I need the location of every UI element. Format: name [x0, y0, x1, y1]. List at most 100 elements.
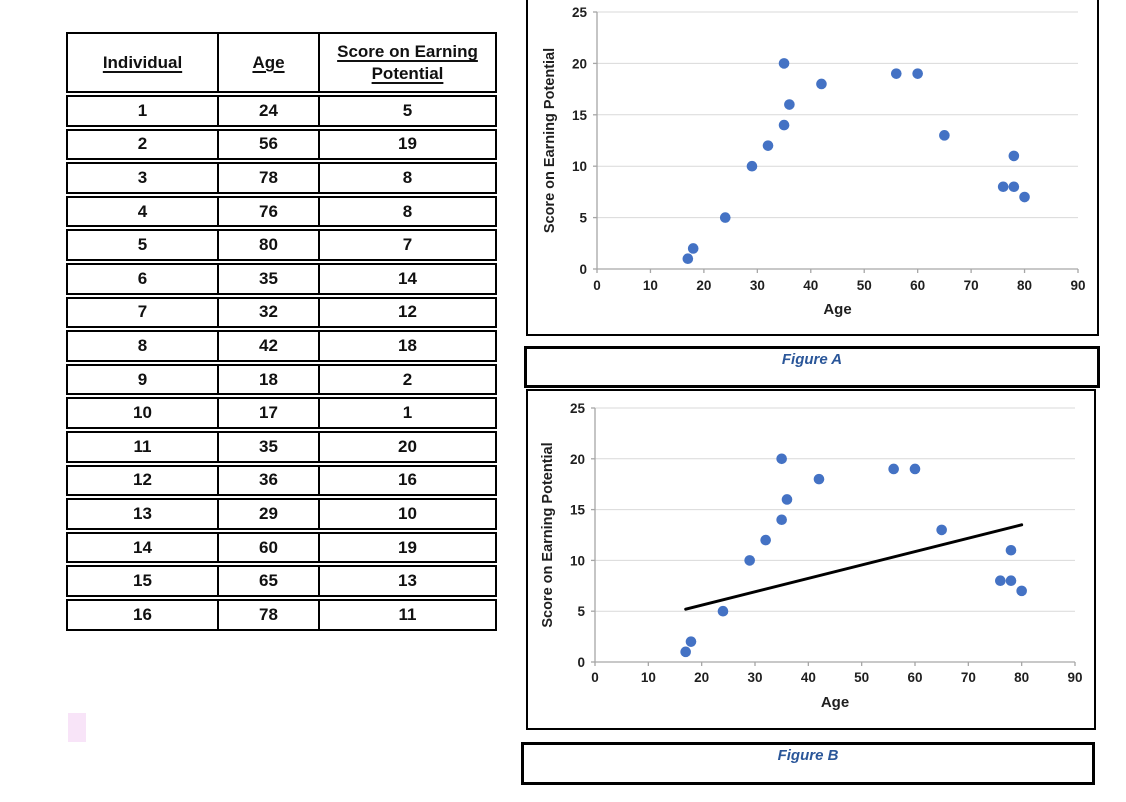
data-point — [685, 636, 697, 647]
y-axis-tick-label: 10 — [570, 553, 585, 568]
table-cell: 9 — [66, 363, 217, 396]
x-axis-tick-label: 10 — [643, 278, 658, 293]
table-cell: 14 — [66, 531, 217, 564]
table-cell: 14 — [318, 262, 497, 295]
data-point — [890, 68, 902, 79]
y-axis-tick-label: 0 — [579, 262, 587, 277]
x-axis-tick-label: 50 — [854, 670, 869, 685]
table-cell: 7 — [318, 229, 497, 261]
table-cell: 5 — [318, 95, 497, 127]
data-point — [776, 453, 787, 465]
table-cell: 10 — [66, 397, 217, 429]
column-header-individual: Individual — [66, 32, 217, 93]
x-axis-tick-label: 70 — [964, 278, 979, 293]
x-axis-tick-label: 60 — [907, 670, 922, 685]
table-cell: 1 — [66, 95, 217, 127]
data-point — [936, 524, 947, 536]
table-cell: 16 — [318, 464, 497, 497]
data-point — [778, 119, 790, 131]
data-point — [1005, 575, 1017, 587]
column-header-age: Age — [217, 32, 318, 93]
x-axis-tick-label: 20 — [696, 278, 711, 293]
table-cell: 29 — [217, 498, 318, 530]
y-axis-tick-label: 5 — [579, 211, 587, 226]
data-point — [813, 473, 825, 485]
x-axis-tick-label: 30 — [747, 670, 762, 685]
x-axis-tick-label: 60 — [910, 278, 925, 293]
x-axis-tick-label: 20 — [694, 670, 709, 685]
data-point — [997, 181, 1009, 193]
table-cell: 11 — [318, 598, 497, 631]
x-axis-tick-label: 10 — [641, 670, 656, 685]
figure-a-caption: Figure A — [781, 351, 843, 368]
data-point — [784, 99, 795, 110]
x-axis-tick-label: 50 — [857, 278, 872, 293]
data-point — [1016, 585, 1027, 597]
table-cell: 16 — [66, 598, 217, 631]
table-cell: 5 — [66, 229, 217, 261]
table-cell: 36 — [217, 464, 318, 497]
table-cell: 13 — [66, 498, 217, 530]
data-point — [776, 514, 787, 526]
table-cell: 17 — [217, 397, 318, 429]
table-cell: 1 — [318, 397, 497, 429]
y-axis-tick-label: 0 — [577, 655, 585, 670]
data-point — [746, 160, 758, 172]
x-axis-tick-label: 0 — [591, 670, 599, 685]
figure-b-caption: Figure B — [777, 747, 839, 764]
x-axis-tick-label: 0 — [593, 278, 601, 293]
table-cell: 13 — [318, 565, 497, 597]
data-table-grid: Individual Age Score on Earning Potentia… — [66, 32, 497, 631]
x-axis-tick-label: 80 — [1017, 278, 1032, 293]
table-cell: 8 — [66, 330, 217, 362]
table-cell: 42 — [217, 330, 318, 362]
table-cell: 19 — [318, 531, 497, 564]
figure-b-caption-box: Figure B — [521, 742, 1095, 785]
table-cell: 12 — [318, 296, 497, 329]
x-axis-tick-label: 90 — [1070, 278, 1085, 293]
data-point — [762, 140, 774, 151]
table-cell: 35 — [217, 430, 318, 463]
table-cell: 80 — [217, 229, 318, 261]
table-cell: 32 — [217, 296, 318, 329]
x-axis-title: Age — [821, 694, 849, 711]
data-point — [995, 575, 1006, 587]
data-point — [1005, 544, 1017, 556]
data-point — [912, 68, 923, 79]
table-cell: 60 — [217, 531, 318, 564]
figure-a-scatter-chart: 0 10 20 30 40 50 60 70 80 90 0 5 10 15 20 25 Age Score on… — [542, 5, 1086, 318]
data-point — [909, 463, 921, 475]
table-cell: 8 — [318, 162, 497, 194]
data-point — [816, 78, 827, 90]
table-cell: 4 — [66, 195, 217, 228]
pink-swatch — [68, 713, 86, 742]
y-axis-title: Score on Earning Potential — [540, 442, 556, 627]
table-cell: 7 — [66, 296, 217, 329]
table-cell: 10 — [318, 498, 497, 530]
data-point — [939, 130, 950, 141]
trend-line — [684, 523, 1024, 611]
table-cell: 18 — [217, 363, 318, 396]
data-point — [760, 534, 771, 546]
figure-a-chart-panel: 0 10 20 30 40 50 60 70 80 90 0 5 10 15 20 25 Age Score on… — [526, 0, 1099, 336]
y-axis-tick-label: 10 — [572, 159, 587, 174]
column-header-label: Age — [252, 52, 285, 72]
table-cell: 18 — [318, 330, 497, 362]
x-axis-tick-label: 40 — [803, 278, 818, 293]
y-axis-tick-label: 5 — [577, 604, 585, 619]
x-axis-tick-label: 40 — [801, 670, 816, 685]
table-cell: 19 — [318, 128, 497, 161]
table-cell: 65 — [217, 565, 318, 597]
figure-b-scatter-chart: 0 10 20 30 40 50 60 70 80 90 0 5 10 15 20 25 Age Score on… — [540, 401, 1083, 711]
data-point — [680, 646, 691, 658]
data-point — [1008, 181, 1020, 193]
y-axis-tick-label: 20 — [572, 56, 587, 71]
data-point — [888, 463, 899, 475]
y-axis-title: Score on Earning Potential — [542, 48, 558, 233]
x-axis-tick-label: 90 — [1067, 670, 1082, 685]
y-axis-tick-label: 25 — [572, 5, 588, 20]
figure-a-caption-box: Figure A — [524, 346, 1100, 388]
x-axis-tick-label: 30 — [750, 278, 765, 293]
data-point — [1008, 150, 1020, 162]
